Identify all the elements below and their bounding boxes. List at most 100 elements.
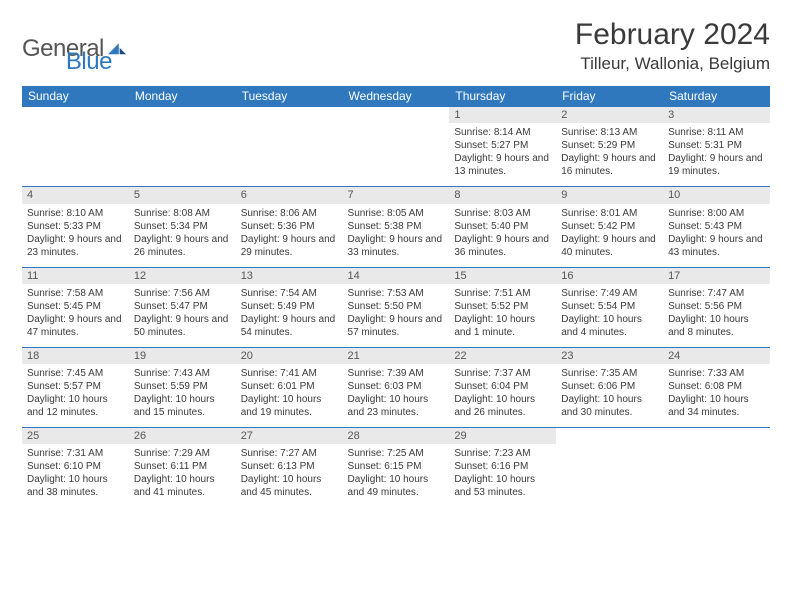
day-details: Sunrise: 7:29 AMSunset: 6:11 PMDaylight:…: [129, 444, 236, 507]
day-details: Sunrise: 7:25 AMSunset: 6:15 PMDaylight:…: [343, 444, 450, 507]
weekday-header: Friday: [556, 86, 663, 107]
title-block: February 2024 Tilleur, Wallonia, Belgium: [575, 18, 770, 74]
day-details: Sunrise: 7:37 AMSunset: 6:04 PMDaylight:…: [449, 364, 556, 427]
calendar-day-cell: 8Sunrise: 8:03 AMSunset: 5:40 PMDaylight…: [449, 187, 556, 267]
calendar-day-cell: [663, 428, 770, 508]
calendar-day-cell: [22, 107, 129, 187]
weekday-header: Thursday: [449, 86, 556, 107]
day-details: Sunrise: 7:56 AMSunset: 5:47 PMDaylight:…: [129, 284, 236, 347]
calendar-day-cell: 16Sunrise: 7:49 AMSunset: 5:54 PMDayligh…: [556, 267, 663, 347]
calendar-day-cell: 6Sunrise: 8:06 AMSunset: 5:36 PMDaylight…: [236, 187, 343, 267]
calendar-day-cell: 29Sunrise: 7:23 AMSunset: 6:16 PMDayligh…: [449, 428, 556, 508]
day-number: 17: [663, 268, 770, 284]
day-details: Sunrise: 7:27 AMSunset: 6:13 PMDaylight:…: [236, 444, 343, 507]
day-details: Sunrise: 7:33 AMSunset: 6:08 PMDaylight:…: [663, 364, 770, 427]
day-details: Sunrise: 8:14 AMSunset: 5:27 PMDaylight:…: [449, 123, 556, 186]
day-details: Sunrise: 8:00 AMSunset: 5:43 PMDaylight:…: [663, 204, 770, 267]
day-number: 20: [236, 348, 343, 364]
day-number: 21: [343, 348, 450, 364]
calendar-day-cell: 10Sunrise: 8:00 AMSunset: 5:43 PMDayligh…: [663, 187, 770, 267]
day-number: 6: [236, 187, 343, 203]
calendar-day-cell: 25Sunrise: 7:31 AMSunset: 6:10 PMDayligh…: [22, 428, 129, 508]
calendar-week-row: 11Sunrise: 7:58 AMSunset: 5:45 PMDayligh…: [22, 267, 770, 347]
day-number: 19: [129, 348, 236, 364]
location-text: Tilleur, Wallonia, Belgium: [575, 54, 770, 74]
day-details: Sunrise: 7:58 AMSunset: 5:45 PMDaylight:…: [22, 284, 129, 347]
day-number: 13: [236, 268, 343, 284]
calendar-day-cell: 21Sunrise: 7:39 AMSunset: 6:03 PMDayligh…: [343, 347, 450, 427]
day-details: Sunrise: 7:35 AMSunset: 6:06 PMDaylight:…: [556, 364, 663, 427]
calendar-day-cell: 3Sunrise: 8:11 AMSunset: 5:31 PMDaylight…: [663, 107, 770, 187]
day-number: 24: [663, 348, 770, 364]
day-number: 8: [449, 187, 556, 203]
weekday-header: Tuesday: [236, 86, 343, 107]
calendar-day-cell: 22Sunrise: 7:37 AMSunset: 6:04 PMDayligh…: [449, 347, 556, 427]
calendar-day-cell: 12Sunrise: 7:56 AMSunset: 5:47 PMDayligh…: [129, 267, 236, 347]
calendar-day-cell: 13Sunrise: 7:54 AMSunset: 5:49 PMDayligh…: [236, 267, 343, 347]
weekday-header-row: Sunday Monday Tuesday Wednesday Thursday…: [22, 86, 770, 107]
day-details: Sunrise: 8:06 AMSunset: 5:36 PMDaylight:…: [236, 204, 343, 267]
calendar-day-cell: 26Sunrise: 7:29 AMSunset: 6:11 PMDayligh…: [129, 428, 236, 508]
day-number: 3: [663, 107, 770, 123]
calendar-day-cell: [236, 107, 343, 187]
calendar-day-cell: 28Sunrise: 7:25 AMSunset: 6:15 PMDayligh…: [343, 428, 450, 508]
day-details: Sunrise: 8:01 AMSunset: 5:42 PMDaylight:…: [556, 204, 663, 267]
header: General Blue February 2024 Tilleur, Wall…: [22, 18, 770, 76]
day-number: 23: [556, 348, 663, 364]
day-details: Sunrise: 8:03 AMSunset: 5:40 PMDaylight:…: [449, 204, 556, 267]
calendar-day-cell: 7Sunrise: 8:05 AMSunset: 5:38 PMDaylight…: [343, 187, 450, 267]
day-details: Sunrise: 7:41 AMSunset: 6:01 PMDaylight:…: [236, 364, 343, 427]
calendar-table: Sunday Monday Tuesday Wednesday Thursday…: [22, 86, 770, 507]
day-number: 15: [449, 268, 556, 284]
calendar-day-cell: 2Sunrise: 8:13 AMSunset: 5:29 PMDaylight…: [556, 107, 663, 187]
day-number: 18: [22, 348, 129, 364]
day-number: 22: [449, 348, 556, 364]
weekday-header: Saturday: [663, 86, 770, 107]
day-details: Sunrise: 7:51 AMSunset: 5:52 PMDaylight:…: [449, 284, 556, 347]
calendar-day-cell: 18Sunrise: 7:45 AMSunset: 5:57 PMDayligh…: [22, 347, 129, 427]
day-details: Sunrise: 7:45 AMSunset: 5:57 PMDaylight:…: [22, 364, 129, 427]
calendar-day-cell: 23Sunrise: 7:35 AMSunset: 6:06 PMDayligh…: [556, 347, 663, 427]
day-details: Sunrise: 8:08 AMSunset: 5:34 PMDaylight:…: [129, 204, 236, 267]
day-details: Sunrise: 8:05 AMSunset: 5:38 PMDaylight:…: [343, 204, 450, 267]
calendar-week-row: 25Sunrise: 7:31 AMSunset: 6:10 PMDayligh…: [22, 428, 770, 508]
day-number: 26: [129, 428, 236, 444]
day-details: Sunrise: 8:10 AMSunset: 5:33 PMDaylight:…: [22, 204, 129, 267]
calendar-day-cell: [129, 107, 236, 187]
calendar-week-row: 18Sunrise: 7:45 AMSunset: 5:57 PMDayligh…: [22, 347, 770, 427]
calendar-day-cell: 27Sunrise: 7:27 AMSunset: 6:13 PMDayligh…: [236, 428, 343, 508]
day-details: Sunrise: 7:49 AMSunset: 5:54 PMDaylight:…: [556, 284, 663, 347]
weekday-header: Wednesday: [343, 86, 450, 107]
day-number: 4: [22, 187, 129, 203]
logo: General Blue: [22, 22, 112, 76]
day-number: 28: [343, 428, 450, 444]
day-number: 25: [22, 428, 129, 444]
day-number: 7: [343, 187, 450, 203]
calendar-day-cell: [556, 428, 663, 508]
calendar-day-cell: 4Sunrise: 8:10 AMSunset: 5:33 PMDaylight…: [22, 187, 129, 267]
day-number: 1: [449, 107, 556, 123]
day-number: 12: [129, 268, 236, 284]
calendar-day-cell: 24Sunrise: 7:33 AMSunset: 6:08 PMDayligh…: [663, 347, 770, 427]
day-details: Sunrise: 7:47 AMSunset: 5:56 PMDaylight:…: [663, 284, 770, 347]
day-details: Sunrise: 7:23 AMSunset: 6:16 PMDaylight:…: [449, 444, 556, 507]
day-number: 29: [449, 428, 556, 444]
calendar-day-cell: 19Sunrise: 7:43 AMSunset: 5:59 PMDayligh…: [129, 347, 236, 427]
day-number: 9: [556, 187, 663, 203]
day-details: Sunrise: 7:39 AMSunset: 6:03 PMDaylight:…: [343, 364, 450, 427]
day-number: 11: [22, 268, 129, 284]
calendar-day-cell: 9Sunrise: 8:01 AMSunset: 5:42 PMDaylight…: [556, 187, 663, 267]
calendar-day-cell: 17Sunrise: 7:47 AMSunset: 5:56 PMDayligh…: [663, 267, 770, 347]
calendar-day-cell: 11Sunrise: 7:58 AMSunset: 5:45 PMDayligh…: [22, 267, 129, 347]
day-details: Sunrise: 8:13 AMSunset: 5:29 PMDaylight:…: [556, 123, 663, 186]
calendar-day-cell: 5Sunrise: 8:08 AMSunset: 5:34 PMDaylight…: [129, 187, 236, 267]
weekday-header: Sunday: [22, 86, 129, 107]
day-number: 16: [556, 268, 663, 284]
day-details: Sunrise: 7:53 AMSunset: 5:50 PMDaylight:…: [343, 284, 450, 347]
weekday-header: Monday: [129, 86, 236, 107]
day-number: 27: [236, 428, 343, 444]
day-number: 14: [343, 268, 450, 284]
calendar-day-cell: 20Sunrise: 7:41 AMSunset: 6:01 PMDayligh…: [236, 347, 343, 427]
calendar-day-cell: 14Sunrise: 7:53 AMSunset: 5:50 PMDayligh…: [343, 267, 450, 347]
day-number: 2: [556, 107, 663, 123]
